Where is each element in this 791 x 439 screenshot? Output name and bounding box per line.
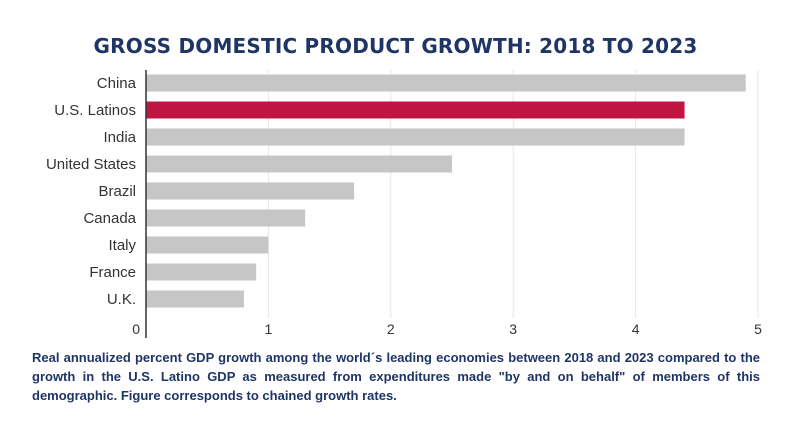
category-label-8: U.K. [107, 291, 136, 308]
bar-united-states [146, 155, 452, 173]
category-label-5: Canada [83, 210, 136, 227]
category-label-4: Brazil [98, 183, 136, 200]
bars [146, 74, 746, 308]
bar-u-s-latinos [146, 101, 685, 119]
category-label-7: France [89, 264, 136, 281]
x-tick-label-3: 3 [509, 321, 517, 337]
bar-france [146, 263, 257, 281]
x-tick-label-4: 4 [632, 321, 640, 337]
x-tick-label-0: 0 [132, 321, 140, 337]
bar-india [146, 128, 685, 146]
bar-u-k [146, 290, 244, 308]
bar-brazil [146, 182, 355, 200]
category-label-6: Italy [108, 237, 136, 254]
chart-caption: Real annualized percent GDP growth among… [32, 350, 760, 403]
x-axis-ticks: 0 1 2 3 4 5 [132, 321, 762, 337]
x-tick-label-5: 5 [754, 321, 762, 337]
category-label-0: China [97, 75, 137, 92]
category-label-2: India [103, 129, 136, 146]
category-label-3: United States [46, 156, 136, 173]
x-tick-label-2: 2 [387, 321, 395, 337]
bar-canada [146, 209, 306, 227]
gdp-growth-bar-chart: China U.S. Latinos India United States Brazi… [46, 70, 762, 338]
bar-china [146, 74, 746, 92]
bar-italy [146, 236, 269, 254]
category-labels: China U.S. Latinos India United States Brazi… [46, 75, 137, 308]
x-tick-label-1: 1 [265, 321, 273, 337]
category-label-1: U.S. Latinos [54, 102, 136, 119]
chart-title: GROSS DOMESTIC PRODUCT GROWTH: 2018 TO 2… [93, 34, 698, 58]
